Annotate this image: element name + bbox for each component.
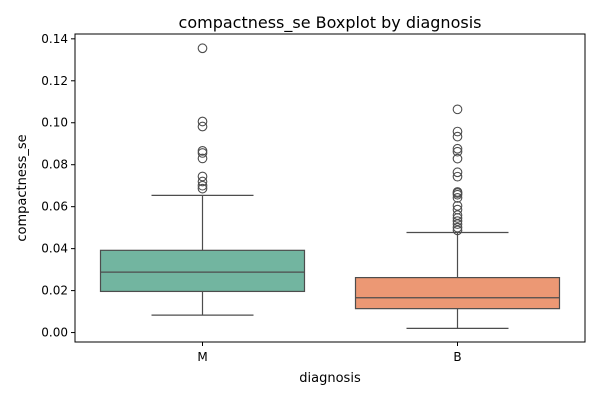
outlier-point (452, 126, 463, 137)
outlier-point (452, 104, 463, 115)
x-tick-label: M (197, 350, 207, 364)
y-tick-label: 0.08 (41, 158, 68, 172)
outlier-point (452, 146, 463, 157)
y-tick-label: 0.14 (41, 32, 68, 46)
outlier-point (452, 167, 463, 178)
outlier-point (452, 216, 463, 226)
outlier-point (197, 183, 208, 194)
iqr-box (354, 276, 561, 310)
box-group-B (354, 104, 561, 329)
y-tick-label: 0.12 (41, 74, 68, 88)
outlier-point (452, 189, 463, 200)
iqr-box (99, 249, 306, 293)
outlier-point (197, 148, 208, 158)
chart-title: compactness_se Boxplot by diagnosis (179, 13, 482, 33)
outlier-point (452, 219, 463, 229)
y-tick-label: 0.10 (41, 116, 68, 130)
outlier-point (197, 180, 208, 191)
outlier-point (452, 153, 463, 164)
outlier-point (452, 213, 463, 223)
outlier-point (197, 171, 208, 182)
outlier-point (197, 116, 208, 127)
outlier-point (452, 200, 463, 211)
y-tick-label: 0.04 (41, 242, 68, 256)
plot-frame (74, 33, 586, 343)
box-group-M (99, 43, 306, 316)
x-axis-label: diagnosis (299, 371, 361, 386)
outlier-point (452, 131, 463, 142)
outlier-point (197, 121, 208, 132)
outlier-point (452, 225, 463, 236)
y-tick-label: 0.06 (41, 200, 68, 214)
outlier-point (452, 193, 463, 203)
outlier-point (197, 153, 208, 164)
y-axis: 0.00 0.02 0.04 0.06 0.08 0.10 0.12 0.14 (41, 32, 75, 340)
x-tick-label: B (453, 350, 461, 364)
boxes-layer (99, 43, 561, 329)
y-tick-label: 0.00 (41, 326, 68, 340)
outlier-point (197, 176, 208, 187)
outlier-point (197, 43, 208, 54)
outlier-point (452, 171, 463, 182)
y-axis-label: compactness_se (15, 134, 30, 241)
y-tick-label: 0.02 (41, 284, 68, 298)
outlier-point (452, 143, 463, 154)
outlier-point (452, 222, 463, 233)
